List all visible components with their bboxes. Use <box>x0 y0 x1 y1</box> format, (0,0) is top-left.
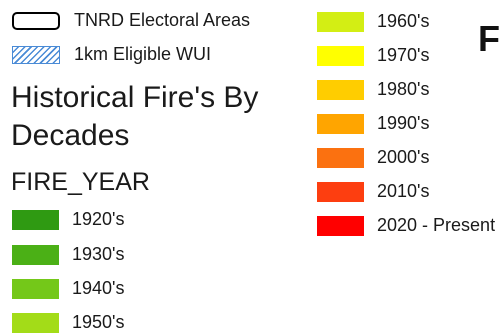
legend-class-label: 2020 - Present <box>377 215 496 235</box>
legend-class-1960s: 1960's <box>317 11 429 32</box>
electoral-boundary-swatch <box>12 11 60 30</box>
legend-class-1930s: 1930's <box>12 244 124 265</box>
legend-title-line2: Decades <box>11 119 130 152</box>
legend-class-label: 1930's <box>72 244 125 264</box>
color-swatch <box>317 11 364 32</box>
legend-class-label: 1970's <box>377 45 430 65</box>
color-swatch <box>317 215 364 236</box>
legend-class-label: 1940's <box>72 278 125 298</box>
legend-item-electoral-areas: TNRD Electoral Areas <box>12 10 250 31</box>
color-swatch <box>317 79 364 100</box>
legend-class-label: 1920's <box>72 209 125 229</box>
legend-field-name: FIRE_YEAR <box>11 168 150 196</box>
color-swatch <box>317 113 364 134</box>
map-title-cutoff: F <box>478 18 500 59</box>
legend-class-label: 2010's <box>377 181 430 201</box>
legend-class-1990s: 1990's <box>317 113 429 134</box>
legend-item-label: 1km Eligible WUI <box>74 44 212 64</box>
legend-class-1950s: 1950's <box>12 312 124 333</box>
legend-class-label: 1950's <box>72 312 125 332</box>
color-swatch <box>12 312 59 333</box>
legend-class-label: 1960's <box>377 11 430 31</box>
color-swatch <box>12 244 59 265</box>
legend-class-2020-present: 2020 - Present <box>317 215 495 236</box>
legend-title-line1: Historical Fire's By <box>11 81 259 114</box>
legend-class-1940s: 1940's <box>12 278 124 299</box>
color-swatch <box>317 147 364 168</box>
legend-class-2010s: 2010's <box>317 181 429 202</box>
legend-class-label: 1980's <box>377 79 430 99</box>
wui-hatch-swatch <box>12 45 60 64</box>
legend-class-label: 2000's <box>377 147 430 167</box>
color-swatch <box>317 45 364 66</box>
legend-item-label: TNRD Electoral Areas <box>74 10 251 30</box>
legend-class-1970s: 1970's <box>317 45 429 66</box>
color-swatch <box>12 278 59 299</box>
legend-class-label: 1990's <box>377 113 430 133</box>
color-swatch <box>317 181 364 202</box>
color-swatch <box>12 209 59 230</box>
legend-class-1920s: 1920's <box>12 209 124 230</box>
legend-item-wui: 1km Eligible WUI <box>12 44 211 65</box>
legend-class-1980s: 1980's <box>317 79 429 100</box>
legend-class-2000s: 2000's <box>317 147 429 168</box>
